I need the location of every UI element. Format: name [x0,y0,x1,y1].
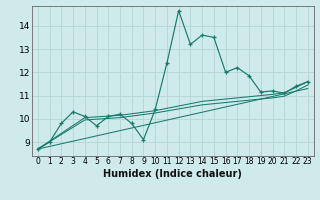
X-axis label: Humidex (Indice chaleur): Humidex (Indice chaleur) [103,169,242,179]
